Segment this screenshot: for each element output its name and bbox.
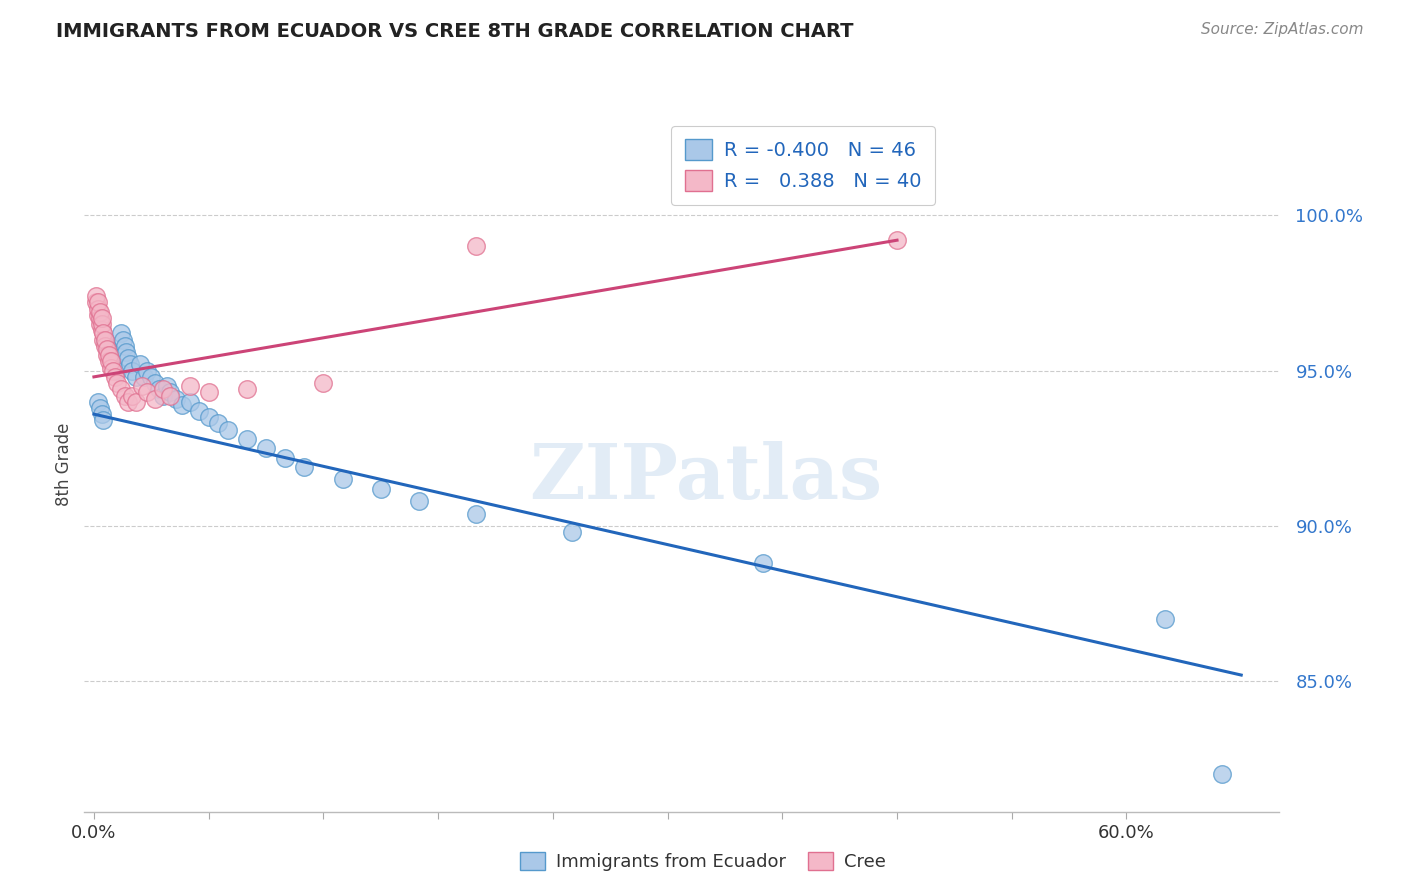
Point [115, 345, 138, 359]
Point [98, 354, 121, 368]
Point [141, 370, 163, 384]
Point [332, 472, 354, 486]
Point [188, 404, 211, 418]
Point [100, 354, 122, 368]
Point [143, 392, 166, 406]
Point [94, 339, 117, 353]
Point [125, 394, 148, 409]
Point [128, 358, 150, 372]
Point [131, 379, 153, 393]
Point [254, 442, 277, 456]
Point [1211, 767, 1233, 781]
Point [132, 370, 155, 384]
Point [121, 388, 143, 402]
Point [1153, 612, 1175, 626]
Point [179, 379, 201, 393]
Point [207, 417, 229, 431]
Point [84, 295, 107, 310]
Point [159, 385, 181, 400]
Point [90, 317, 112, 331]
Point [93, 333, 115, 347]
Point [89, 317, 111, 331]
Point [125, 370, 148, 384]
Point [104, 370, 127, 384]
Point [90, 310, 112, 325]
Point [120, 358, 142, 372]
Point [274, 450, 297, 465]
Point [197, 385, 219, 400]
Point [465, 239, 488, 253]
Point [136, 364, 159, 378]
Point [143, 376, 166, 390]
Point [101, 358, 124, 372]
Point [217, 423, 239, 437]
Point [93, 326, 115, 341]
Point [96, 339, 118, 353]
Point [152, 382, 174, 396]
Text: ZIPatlas: ZIPatlas [529, 441, 883, 515]
Point [100, 351, 122, 366]
Point [155, 379, 177, 393]
Point [105, 364, 128, 378]
Point [179, 394, 201, 409]
Point [370, 482, 392, 496]
Point [117, 351, 139, 366]
Point [96, 342, 118, 356]
Point [117, 394, 139, 409]
Point [114, 388, 136, 402]
Point [90, 407, 112, 421]
Point [197, 410, 219, 425]
Point [236, 382, 259, 396]
Point [87, 308, 110, 322]
Point [100, 360, 122, 375]
Point [101, 364, 124, 378]
Point [148, 382, 170, 396]
Point [752, 556, 775, 570]
Point [87, 301, 110, 316]
Point [98, 348, 121, 362]
Point [90, 323, 112, 337]
Text: IMMIGRANTS FROM ECUADOR VS CREE 8TH GRADE CORRELATION CHART: IMMIGRANTS FROM ECUADOR VS CREE 8TH GRAD… [56, 22, 853, 41]
Legend: Immigrants from Ecuador, Cree: Immigrants from Ecuador, Cree [513, 845, 893, 879]
Point [110, 326, 132, 341]
Point [89, 310, 111, 325]
Point [105, 376, 128, 390]
Point [94, 333, 117, 347]
Point [312, 376, 335, 390]
Point [292, 459, 315, 474]
Point [561, 525, 583, 540]
Point [87, 295, 110, 310]
Point [165, 392, 187, 406]
Point [89, 304, 111, 318]
Point [96, 348, 118, 362]
Point [89, 401, 111, 415]
Point [465, 507, 488, 521]
Point [114, 339, 136, 353]
Point [170, 398, 193, 412]
Point [93, 413, 115, 427]
Point [84, 289, 107, 303]
Point [98, 345, 121, 359]
Y-axis label: 8th Grade: 8th Grade [55, 422, 73, 506]
Text: Source: ZipAtlas.com: Source: ZipAtlas.com [1201, 22, 1364, 37]
Point [886, 233, 908, 247]
Point [111, 333, 134, 347]
Point [94, 333, 117, 347]
Point [87, 394, 110, 409]
Point [236, 432, 259, 446]
Point [136, 385, 159, 400]
Point [110, 382, 132, 396]
Point [152, 388, 174, 402]
Point [121, 364, 143, 378]
Legend: R = -0.400   N = 46, R =   0.388   N = 40: R = -0.400 N = 46, R = 0.388 N = 40 [672, 126, 935, 205]
Point [408, 494, 430, 508]
Point [159, 388, 181, 402]
